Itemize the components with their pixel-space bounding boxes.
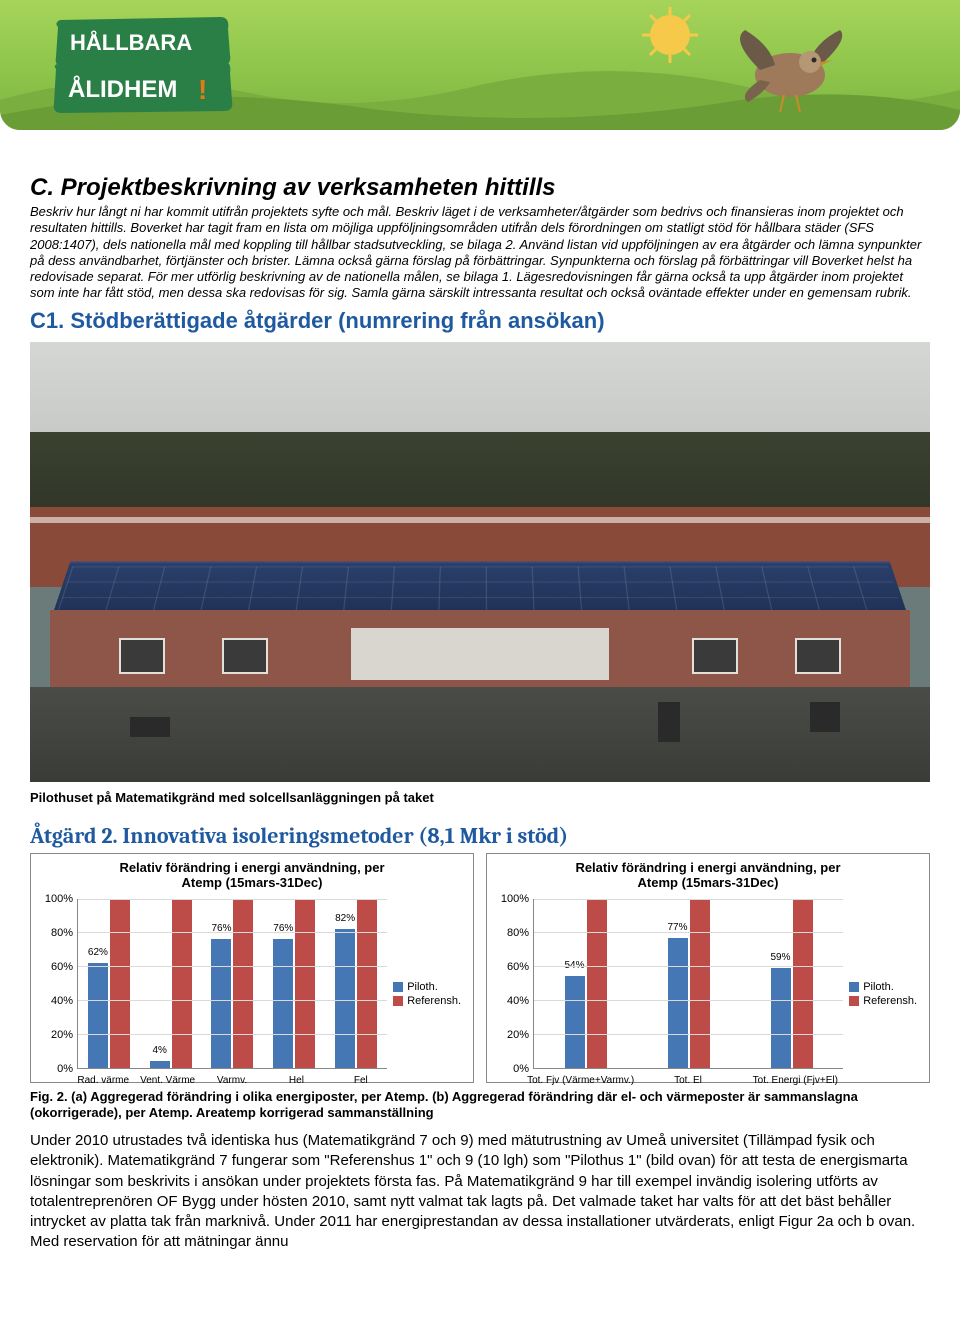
chart-b-plot: 54%77%59% [533,899,843,1069]
chart-b-legend: Piloth. Referensh. [849,979,917,1009]
atgard2-heading: Åtgärd 2. Innovativa isoleringsmetoder (… [30,823,930,849]
chart-b-xlabels: Tot. Fjv (Värme+Varmv.)Tot. ElTot. Energ… [527,1075,849,1086]
logo-line2: ÅLIDHEM [68,75,177,103]
photo-figure [30,342,930,782]
chart-a-legend: Piloth. Referensh. [393,979,461,1009]
chart-a-yaxis: 100%80%60%40%20%0% [37,899,77,1069]
svg-text:!: ! [198,74,207,105]
chart-b-yaxis: 100%80%60%40%20%0% [493,899,533,1069]
bird-icon [720,20,860,120]
pilot-house-photo [30,342,930,782]
chart-a-title: Relativ förändring i energi användning, … [37,860,467,891]
section-c-intro: Beskriv hur långt ni har kommit utifrån … [30,204,930,302]
chart-a: Relativ förändring i energi användning, … [30,853,474,1083]
charts-row: Relativ förändring i energi användning, … [30,853,930,1083]
logo-badge: HÅLLBARA ÅLIDHEM ! [50,15,235,115]
photo-caption: Pilothuset på Matematikgränd med solcell… [30,790,930,805]
page-banner: HÅLLBARA ÅLIDHEM ! [0,0,960,130]
chart-a-xlabels: Rad. värmeVent. VärmeVarmv.HelFel [71,1075,393,1086]
chart-a-plot: 62%4%76%76%82% [77,899,387,1069]
fig2-caption: Fig. 2. (a) Aggregerad förändring i olik… [30,1089,930,1122]
section-c1-heading: C1. Stödberättigade åtgärder (numrering … [30,308,930,334]
section-c-heading: C. Projektbeskrivning av verksamheten hi… [30,174,930,202]
sun-icon [640,5,700,65]
chart-b-title: Relativ förändring i energi användning, … [493,860,923,891]
chart-b: Relativ förändring i energi användning, … [486,853,930,1083]
content: C. Projektbeskrivning av verksamheten hi… [0,130,960,1263]
logo-line1: HÅLLBARA [70,29,192,55]
body-paragraph: Under 2010 utrustades två identiska hus … [30,1131,930,1253]
